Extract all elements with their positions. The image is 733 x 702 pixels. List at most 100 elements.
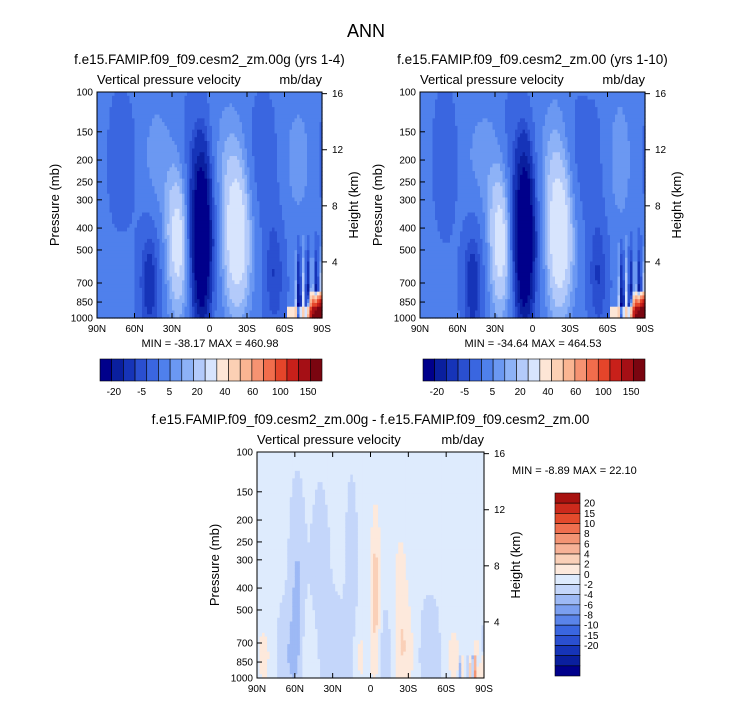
field-cell <box>214 201 218 206</box>
field-cell <box>142 167 146 172</box>
field-cell <box>289 152 293 157</box>
field-cell <box>119 114 123 119</box>
field-cell <box>129 95 133 101</box>
field-cell <box>302 148 306 153</box>
field-cell <box>199 223 203 229</box>
field-cell <box>127 205 131 210</box>
field-cell <box>124 314 128 319</box>
field-cell <box>102 110 106 116</box>
field-cell <box>242 178 246 183</box>
field-cell <box>267 171 271 176</box>
field-cell <box>269 197 273 202</box>
field-cell <box>149 284 153 289</box>
field-cell <box>202 284 206 289</box>
field-cell <box>224 242 228 248</box>
field-cell <box>299 295 303 300</box>
field-cell <box>104 163 108 168</box>
field-cell <box>299 152 303 157</box>
field-cell <box>292 284 296 289</box>
field-cell <box>219 227 223 232</box>
field-cell <box>254 193 258 199</box>
field-cell <box>157 299 161 304</box>
field-cell <box>144 223 148 229</box>
field-cell <box>259 208 263 214</box>
field-cell <box>169 310 173 315</box>
field-cell <box>122 189 126 195</box>
field-cell <box>227 95 231 101</box>
field-cell <box>252 125 256 131</box>
field-cell <box>142 287 146 293</box>
field-cell <box>254 110 258 116</box>
field-cell <box>222 216 226 221</box>
field-cell <box>139 152 143 157</box>
field-cell <box>294 178 298 183</box>
field-cell <box>147 122 151 127</box>
field-cell <box>237 122 241 127</box>
field-cell <box>142 235 146 240</box>
field-cell <box>137 144 141 150</box>
field-cell <box>257 269 261 274</box>
field-cell <box>299 92 303 97</box>
field-cell <box>109 133 113 138</box>
field-cell <box>269 223 273 229</box>
field-cell <box>117 174 121 180</box>
field-cell <box>224 212 228 217</box>
field-cell <box>214 310 218 315</box>
field-cell <box>209 140 213 146</box>
field-cell <box>289 295 293 300</box>
field-cell <box>242 189 246 195</box>
field-cell <box>169 314 173 319</box>
field-cell <box>217 250 221 255</box>
field-cell <box>174 125 178 131</box>
field-cell <box>104 231 108 236</box>
field-cell <box>179 148 183 153</box>
field-cell <box>247 163 251 168</box>
field-cell <box>172 152 176 157</box>
field-cell <box>232 235 236 240</box>
field-cell <box>157 205 161 210</box>
field-cell <box>282 114 286 119</box>
field-cell <box>112 140 116 146</box>
field-cell <box>209 223 213 229</box>
field-cell <box>104 197 108 202</box>
field-cell <box>219 265 223 270</box>
field-cell <box>217 280 221 285</box>
field-cell <box>119 140 123 146</box>
field-cell <box>302 193 306 199</box>
field-cell <box>182 235 186 240</box>
field-cell <box>217 197 221 202</box>
field-cell <box>279 238 283 244</box>
field-cell <box>149 159 153 165</box>
field-cell <box>177 178 181 183</box>
field-cell <box>167 197 171 202</box>
field-cell <box>297 144 301 150</box>
field-cell <box>139 122 143 127</box>
field-cell <box>174 95 178 101</box>
field-cell <box>159 163 163 168</box>
field-cell <box>129 148 133 153</box>
field-cell <box>134 133 138 138</box>
field-cell <box>127 137 131 142</box>
field-cell <box>302 238 306 244</box>
field-cell <box>127 223 131 229</box>
field-cell <box>277 174 281 180</box>
field-cell <box>232 159 236 165</box>
field-cell <box>209 205 213 210</box>
field-cell <box>264 110 268 116</box>
field-cell <box>107 205 111 210</box>
field-cell <box>277 201 281 206</box>
field-cell <box>139 156 143 161</box>
field-cell <box>174 205 178 210</box>
field-cell <box>187 306 191 312</box>
field-cell <box>194 99 198 104</box>
field-cell <box>302 227 306 232</box>
field-cell <box>109 212 113 217</box>
field-cell <box>162 212 166 217</box>
field-cell <box>127 118 131 123</box>
field-cell <box>284 246 288 251</box>
field-cell <box>222 95 226 101</box>
field-cell <box>299 201 303 206</box>
field-cell <box>114 107 118 112</box>
field-cell <box>167 156 171 161</box>
field-cell <box>139 110 143 116</box>
